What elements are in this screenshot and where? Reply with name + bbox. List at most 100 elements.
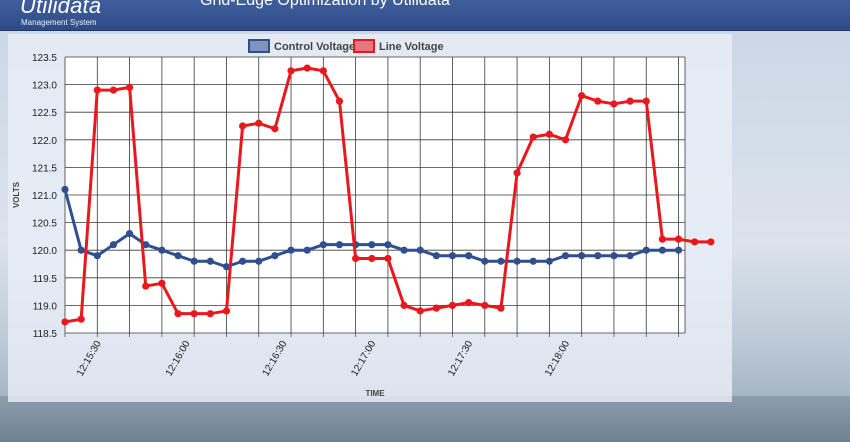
data-point [206, 310, 214, 318]
y-tick-label: 121.0 [32, 191, 57, 202]
logo-name: Utilidata [20, 0, 102, 18]
x-tick-label: 12:16:30 [261, 339, 290, 379]
data-point [174, 252, 182, 260]
data-point [481, 301, 489, 309]
data-point [610, 100, 618, 108]
data-point [77, 246, 85, 254]
data-point [691, 238, 699, 246]
data-point [594, 97, 602, 105]
data-point [561, 252, 570, 260]
x-tick-label: 12:18:00 [543, 339, 572, 379]
page-title: Grid-Edge Optimization by Utilidata [200, 0, 450, 9]
data-point [400, 301, 408, 309]
data-point [481, 257, 489, 265]
data-point [303, 246, 311, 254]
background-sea [0, 396, 850, 442]
data-point [465, 252, 473, 260]
data-point [77, 315, 85, 323]
data-point [239, 122, 247, 130]
y-tick-label: 123.5 [32, 53, 57, 64]
data-point [190, 310, 198, 318]
data-point [658, 246, 666, 254]
data-point [368, 241, 376, 249]
data-point [658, 235, 666, 243]
data-point [93, 252, 101, 260]
data-point [561, 136, 570, 144]
y-tick-label: 122.5 [32, 108, 57, 119]
data-point [335, 97, 344, 105]
data-point [255, 119, 263, 127]
x-tick-label: 12:16:00 [164, 339, 193, 379]
y-tick-label: 120.0 [32, 246, 57, 257]
data-point [642, 246, 650, 254]
legend-swatch [248, 39, 270, 53]
y-tick-label: 120.5 [32, 219, 57, 230]
y-tick-label: 121.5 [32, 163, 57, 174]
data-point [432, 252, 440, 260]
legend-label: Line Voltage [379, 41, 444, 53]
data-point [384, 241, 392, 249]
data-point [158, 279, 166, 287]
data-point [513, 169, 521, 177]
y-tick-label: 122.0 [32, 136, 57, 147]
data-point [287, 67, 295, 75]
logo-subtitle: Management System [21, 18, 97, 27]
data-point [319, 67, 327, 75]
data-point [497, 257, 505, 265]
data-point [352, 254, 360, 263]
data-point [674, 246, 683, 254]
data-point [61, 185, 69, 194]
x-axis-label: TIME [365, 389, 385, 398]
data-point [529, 257, 537, 265]
data-point [707, 238, 715, 246]
data-point [222, 307, 231, 315]
data-point [674, 235, 683, 243]
data-point [222, 263, 231, 271]
data-point [174, 310, 182, 318]
data-point [142, 282, 150, 290]
data-point [93, 86, 101, 94]
y-axis-label: VOLTS [12, 181, 21, 208]
data-point [319, 241, 327, 249]
data-point [578, 92, 586, 100]
data-point [109, 241, 118, 249]
data-point [610, 252, 618, 260]
data-point [125, 83, 134, 91]
data-point [125, 230, 134, 238]
data-point [158, 246, 166, 254]
data-point [271, 125, 279, 133]
data-point [109, 86, 118, 94]
data-point [190, 257, 198, 265]
data-point [335, 241, 344, 249]
data-point [206, 257, 214, 265]
header-bar: Utilidata Management System Grid-Edge Op… [0, 0, 850, 31]
data-point [432, 304, 440, 312]
data-point [384, 254, 392, 263]
data-point [642, 97, 650, 105]
data-point [448, 252, 457, 260]
data-point [239, 257, 247, 265]
y-tick-label: 119.5 [33, 274, 58, 285]
data-point [594, 252, 602, 260]
data-point [513, 257, 521, 265]
x-tick-label: 12:17:00 [349, 339, 378, 379]
data-point [271, 252, 279, 260]
grid [64, 56, 686, 334]
y-tick-label: 119.0 [33, 301, 58, 312]
data-point [287, 246, 295, 254]
data-point [61, 318, 69, 326]
data-point [416, 307, 424, 315]
data-point [400, 246, 408, 254]
data-point [368, 254, 376, 263]
data-point [626, 252, 634, 260]
data-point [416, 246, 424, 254]
data-point [448, 301, 457, 309]
y-tick-label: 123.0 [32, 81, 57, 92]
data-point [545, 130, 553, 138]
data-point [465, 299, 473, 307]
legend: Control Voltage Line Voltage [248, 39, 444, 53]
data-point [497, 304, 505, 312]
data-point [578, 252, 586, 260]
series-layer [61, 64, 715, 326]
